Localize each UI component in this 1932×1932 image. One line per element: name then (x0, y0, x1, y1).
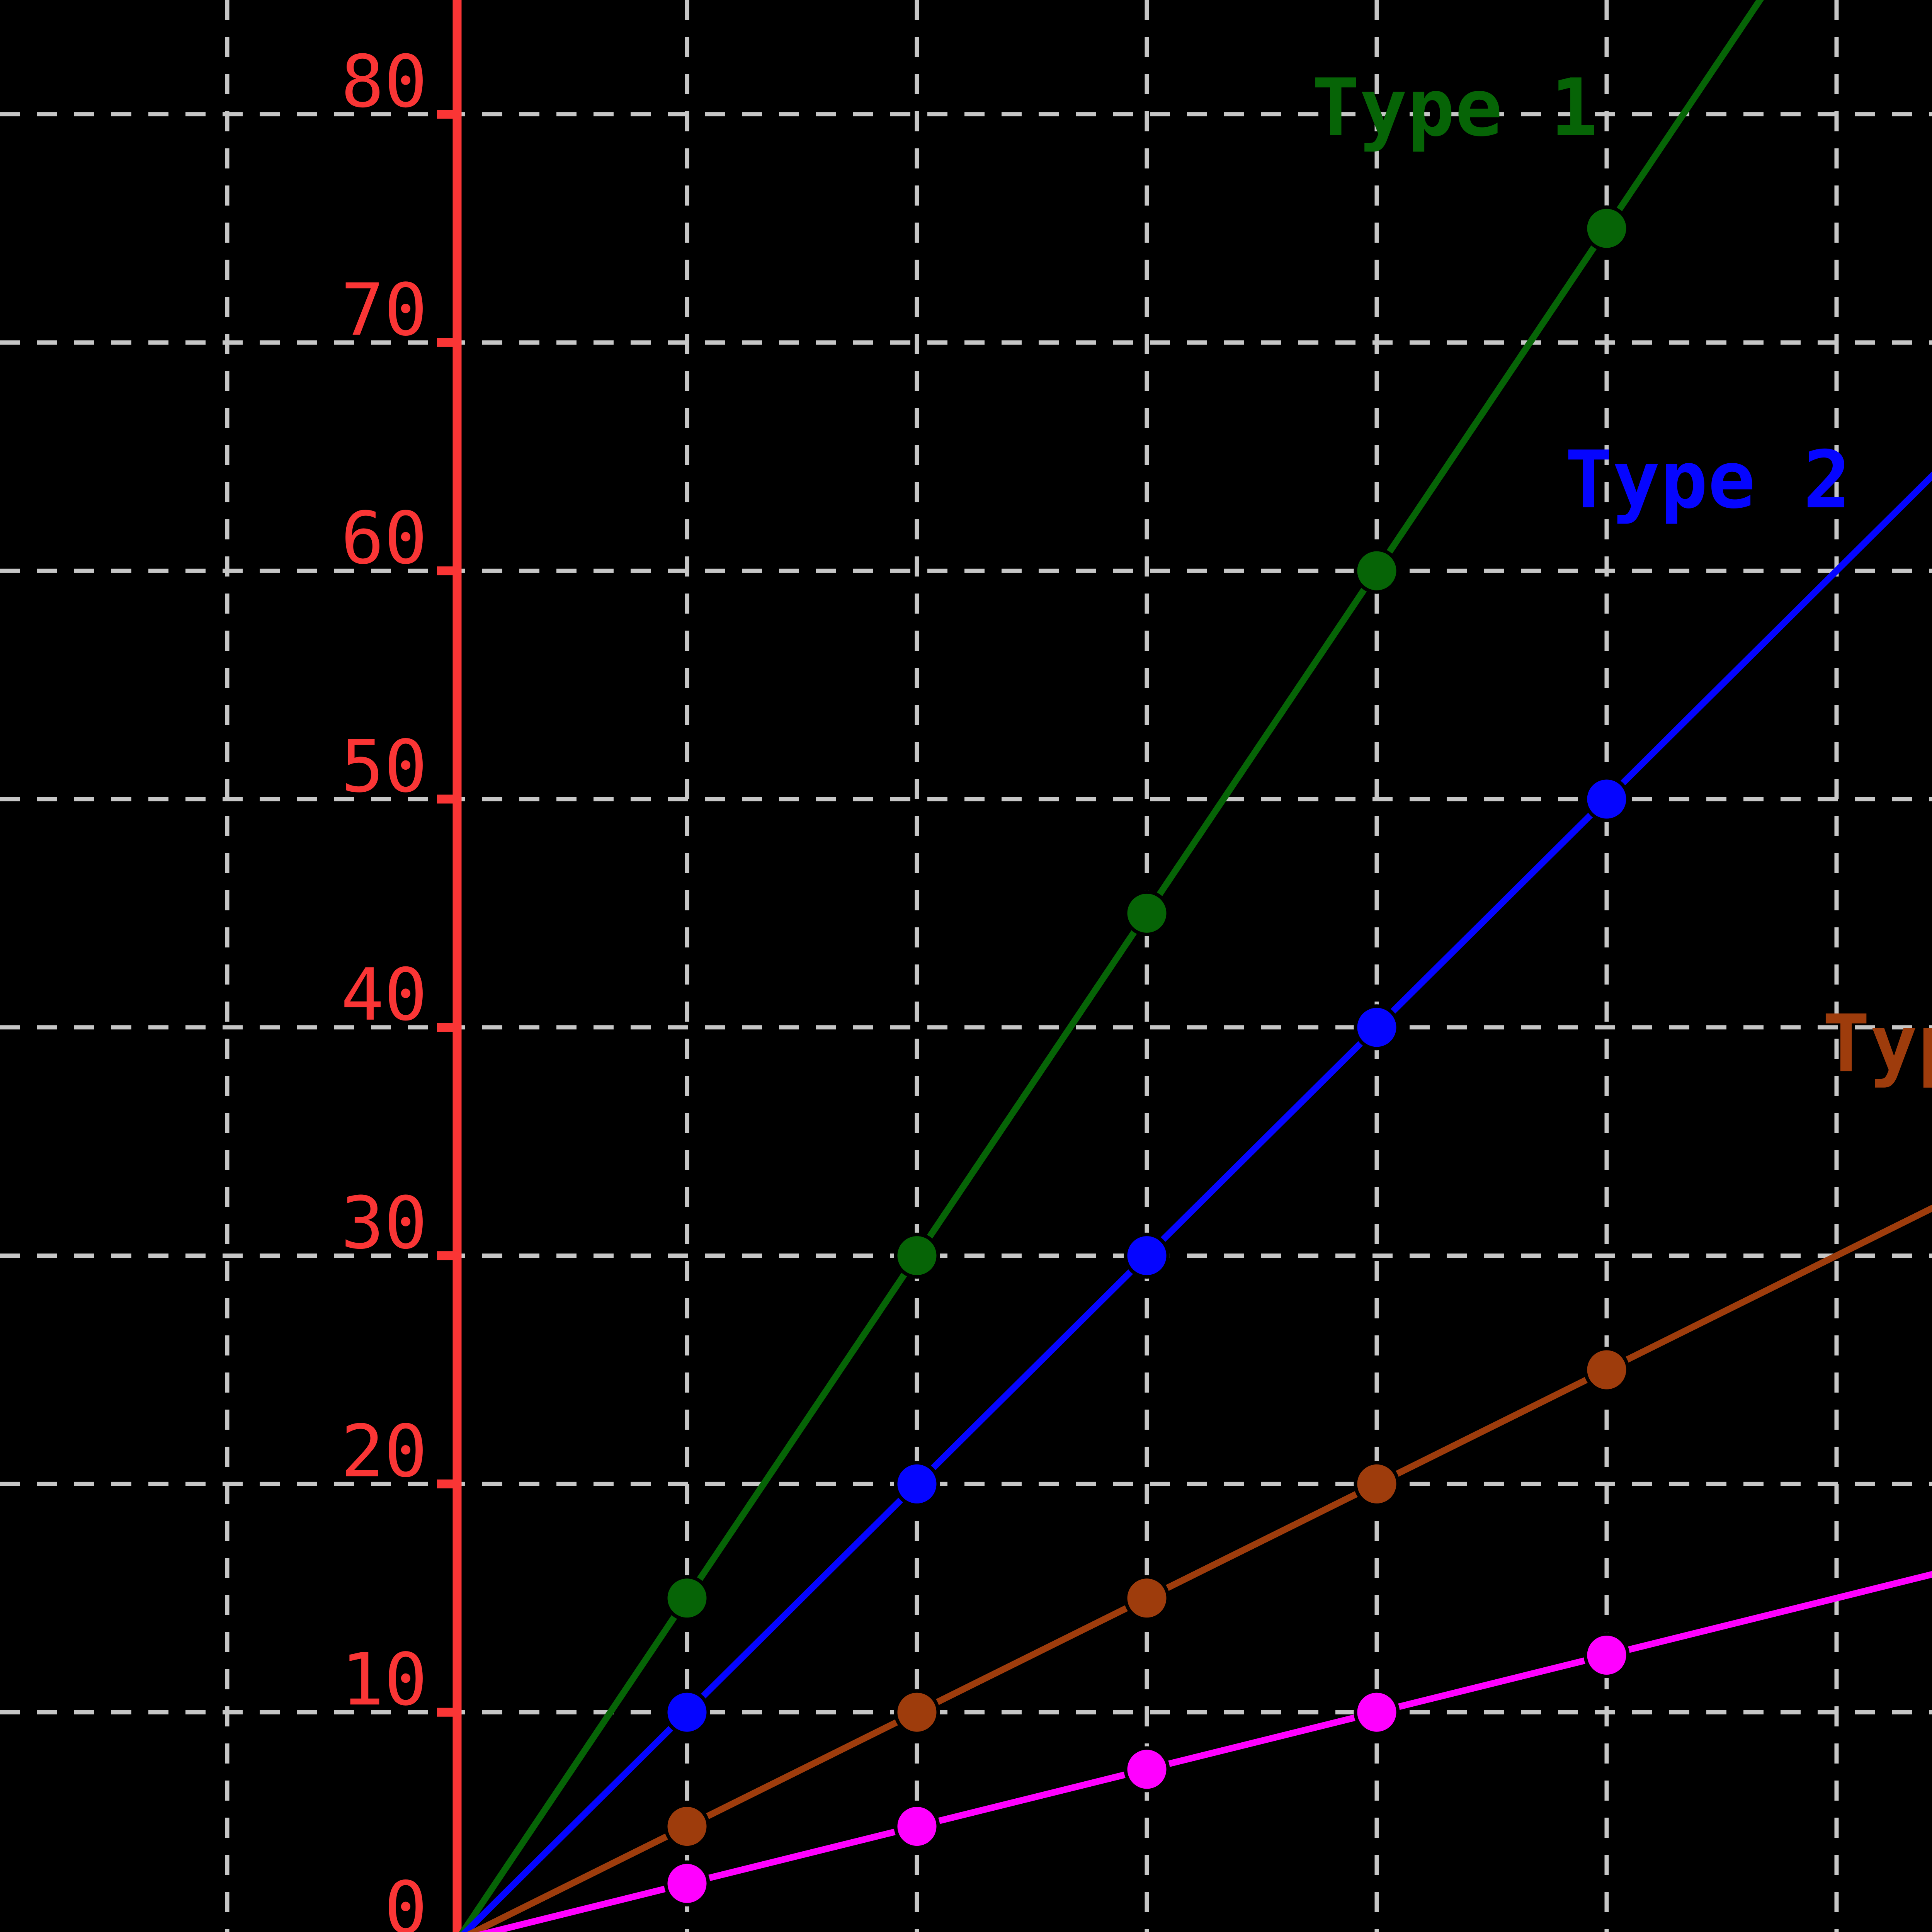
data-point-type-2-20-40 (1354, 1004, 1400, 1051)
data-point-type-2-10-20 (894, 1461, 940, 1507)
data-point-type-4-10-5 (894, 1803, 940, 1850)
y-tick-label-30: 30 (341, 1181, 427, 1265)
data-point-type-2-5-10 (664, 1689, 710, 1735)
data-point-type-3-5-5 (664, 1803, 710, 1850)
y-tick-label-70: 70 (341, 268, 427, 352)
data-point-type-3-20-20 (1354, 1461, 1400, 1507)
y-tick-label-40: 40 (341, 953, 427, 1037)
data-point-type-1-25-75 (1583, 205, 1630, 252)
data-point-type-4-25-12.5 (1583, 1632, 1630, 1678)
y-tick-label-20: 20 (341, 1409, 427, 1493)
y-tick-label-50: 50 (341, 724, 427, 808)
data-point-type-4-20-10 (1354, 1689, 1400, 1735)
y-tick-label-60: 60 (341, 496, 427, 580)
data-point-type-1-10-30 (894, 1233, 940, 1279)
data-point-type-1-5-15 (664, 1575, 710, 1621)
data-point-type-1-15-45 (1124, 890, 1170, 936)
data-point-type-4-5-2.5 (664, 1860, 710, 1906)
series-label-type-1: Type 1 (1312, 62, 1598, 154)
series-line-type-4 (478, 1571, 1932, 1932)
data-point-type-2-25-50 (1583, 776, 1630, 822)
y-tick-label-10: 10 (341, 1638, 427, 1721)
data-point-type-1-20-60 (1354, 548, 1400, 594)
y-tick-label-80: 80 (341, 40, 427, 124)
data-point-type-3-15-15 (1124, 1575, 1170, 1621)
data-point-type-3-25-25 (1583, 1347, 1630, 1393)
series-label-type-2: Type 2 (1565, 434, 1851, 526)
data-point-type-2-15-30 (1124, 1233, 1170, 1279)
series-line-type-3 (467, 1204, 1932, 1932)
y-tick-label-0: 0 (384, 1866, 427, 1932)
data-point-type-4-15-7.5 (1124, 1746, 1170, 1793)
series-label-type-3: Type 3 (1822, 998, 1932, 1090)
data-point-type-3-10-10 (894, 1689, 940, 1735)
